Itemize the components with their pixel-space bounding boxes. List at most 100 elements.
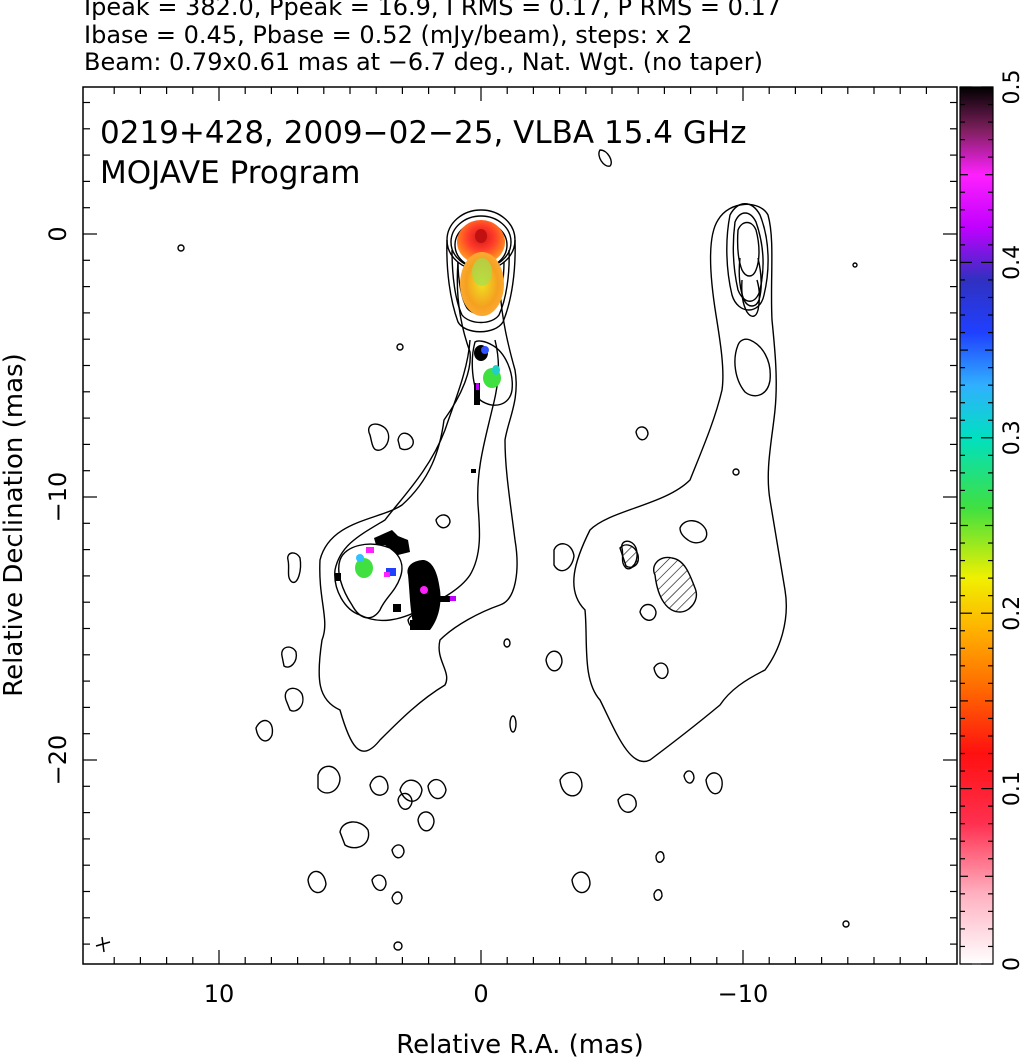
pol-black-small-2 [393,604,401,612]
contour-right-blob-o [598,149,612,167]
header-line-base: Ibase = 0.45, Pbase = 0.52 (mJy/beam), s… [84,21,693,49]
x-axis-label: Relative R.A. (mas) [396,1030,643,1060]
contour-blob [371,874,387,891]
beam-marker [95,936,111,953]
contour-left-inner [334,339,500,622]
contour-blob [317,765,341,794]
contour-blob [287,552,302,584]
pol-green-blob [355,558,373,578]
contour-right-knot [734,338,771,397]
contour-left-jet-a [446,239,516,333]
contour-right-hatched [653,556,697,613]
contour-blob [503,638,511,648]
contour-blob [399,779,423,802]
pol-black-arc [374,530,410,555]
y-axis: 0 −10 −20 [44,101,957,945]
polarization-layer [335,220,505,630]
pol-blue-blob [386,568,396,576]
pol-black-main [407,560,441,630]
contour-right-blob-m [683,770,695,784]
pol-magenta-small-2 [450,596,456,601]
colorbar-tick-label: 0.4 [1000,245,1022,280]
pol-black-small-3 [440,596,450,602]
contour-right-hatched-2 [619,544,640,569]
contour-right-blob-e [545,650,563,672]
contour-blob [417,811,435,832]
x-tick-label: 10 [204,980,235,1008]
contour-right-blob-f [553,543,575,572]
contour-blob [397,432,414,451]
pol-jet-mag [476,383,479,390]
contour-blob [509,715,517,733]
contour-right-blob-b [639,603,657,621]
contour-left-jet-b [451,249,510,324]
colorbar-axis: 0 0.1 0.2 0.3 0.4 0.5 [960,70,1022,971]
pol-magenta-main [420,586,428,594]
x-tick-label: 0 [473,980,488,1008]
header-line-peak: Ipeak = 382.0, Ppeak = 16.9, I RMS = 0.1… [84,0,782,21]
contour-right-blob-n [635,426,649,441]
contour-blob [281,646,298,668]
contour-left-outer [318,254,518,752]
header-line-beam: Beam: 0.79x0.61 mas at −6.7 deg., Nat. W… [84,48,763,76]
contour-blob [255,719,274,742]
contour-blob [852,262,858,268]
pol-jet-blue-1 [481,346,489,354]
contour-right-blob-k [653,889,663,901]
colorbar-tick-label: 0.5 [1000,70,1022,105]
pol-magenta-small [384,572,390,577]
contour-blob [177,244,185,252]
contour-right-core-2 [732,212,764,302]
contour-right-blob-g [559,771,583,797]
contour-layer [177,149,858,951]
plot-title-line1: 0219+428, 2009−02−25, VLBA 15.4 GHz [100,115,746,151]
pol-jet-cyan [492,365,500,375]
contour-blob [307,870,327,894]
pol-jet-black-2 [474,383,480,405]
contour-right-blob-c [653,662,669,679]
pol-core-dot [475,229,487,243]
pol-knot-inner [472,258,492,286]
colorbar-tick-label: 0.1 [1000,771,1022,806]
contour-blob [842,920,850,928]
pol-dot [471,469,476,473]
y-axis-label: Relative Declination (mas) [0,353,29,696]
plot-title-line2: MOJAVE Program [100,155,360,191]
contour-right-blob-j [617,793,637,813]
contour-right-core-4 [738,257,762,307]
contour-blob [393,941,403,951]
plot-frame [82,86,958,965]
contour-right-blob-d [679,520,708,544]
pol-magenta-blob [366,547,374,553]
contour-right-blob-l [655,851,665,863]
contour-blob [391,844,405,859]
contour-left-mid [338,543,403,619]
contour-right-blob-i [705,772,723,795]
pol-black-small [335,573,341,581]
contour-blob [284,687,304,712]
contour-blob [427,779,447,800]
colorbar-tick-label: 0.2 [1000,596,1022,631]
pol-black-tail [410,620,422,630]
contour-blob [391,891,403,905]
colorbar-tick-label: 0.3 [1000,420,1022,455]
pol-cyan-blob [356,554,364,562]
y-tick-label: −20 [44,735,72,786]
contour-blob [732,468,740,476]
contour-right-core-5 [741,279,761,317]
contour-right-core-1 [726,203,769,311]
y-tick-label: 0 [44,226,72,241]
contour-blob [435,514,451,529]
contour-right-core-3 [736,221,760,277]
contour-blob [396,343,404,351]
contour-right-blob-h [571,871,591,894]
contour-blob [369,775,389,796]
colorbar-tick-label: 0 [1000,957,1022,971]
x-axis: 10 0 −10 [113,87,928,1008]
y-tick-label: −10 [44,472,72,523]
contour-right-outer [573,203,787,763]
x-tick-label: −10 [718,980,769,1008]
contour-blob [339,821,370,849]
contour-blob [368,423,390,451]
